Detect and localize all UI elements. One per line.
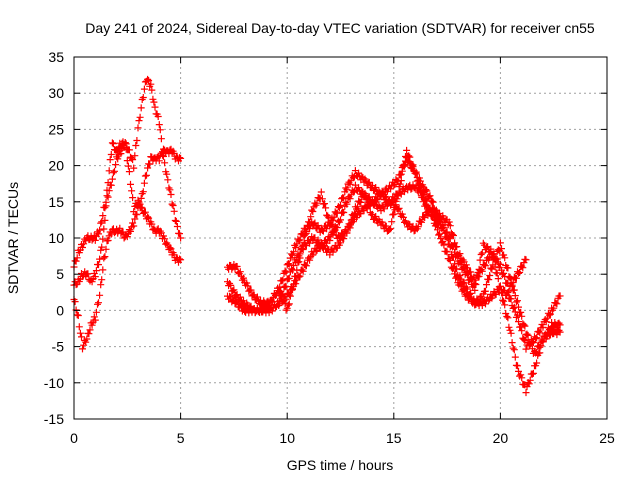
series-track-b — [70, 138, 185, 289]
x-tick-label: 15 — [386, 430, 402, 446]
data-markers-track-g — [275, 189, 530, 309]
y-tick-label: 0 — [56, 302, 64, 318]
y-tick-label: 20 — [48, 158, 64, 174]
y-tick-label: 25 — [48, 121, 64, 137]
x-tick-label: 0 — [70, 430, 78, 446]
x-tick-label: 10 — [279, 430, 295, 446]
x-tick-label: 5 — [177, 430, 185, 446]
y-tick-label: -5 — [52, 339, 65, 355]
y-tick-label: 5 — [56, 266, 64, 282]
x-tick-label: 20 — [493, 430, 509, 446]
x-tick-label: 25 — [599, 430, 615, 446]
y-tick-label: -10 — [44, 375, 64, 391]
series-track-g — [275, 189, 530, 309]
y-tick-label: 10 — [48, 230, 64, 246]
y-axis-label: SDTVAR / TECUs — [5, 182, 21, 294]
chart-title: Day 241 of 2024, Sidereal Day-to-day VTE… — [85, 20, 595, 36]
data-layer — [70, 75, 564, 397]
data-markers-track-b — [70, 138, 185, 289]
y-tick-label: -15 — [44, 411, 64, 427]
x-axis-label: GPS time / hours — [287, 457, 394, 473]
y-tick-label: 30 — [48, 85, 64, 101]
y-tick-label: 35 — [48, 49, 64, 65]
tick-layer: 0 5 10 15 20 25 -15 -10 -5 0 5 10 15 20 25 30 35 — [44, 49, 615, 446]
y-tick-label: 15 — [48, 194, 64, 210]
